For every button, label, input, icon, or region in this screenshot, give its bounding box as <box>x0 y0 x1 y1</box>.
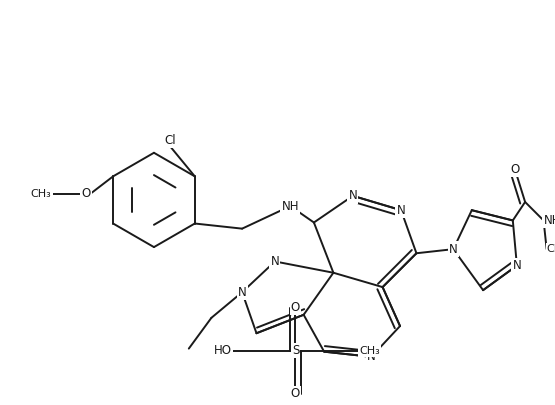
Text: O: O <box>510 163 519 176</box>
Text: CH₃: CH₃ <box>359 345 380 356</box>
Text: CH₃: CH₃ <box>31 189 52 199</box>
Text: N: N <box>512 259 521 272</box>
Text: O: O <box>291 301 300 314</box>
Text: N: N <box>270 255 279 268</box>
Text: Cl: Cl <box>164 134 176 147</box>
Text: N: N <box>238 286 246 299</box>
Text: O: O <box>291 387 300 400</box>
Text: N: N <box>449 243 458 256</box>
Text: S: S <box>292 344 299 357</box>
Text: NH: NH <box>281 200 299 213</box>
Text: N: N <box>367 350 376 363</box>
Text: NH: NH <box>543 214 555 227</box>
Text: HO: HO <box>214 344 232 357</box>
Text: CH₃: CH₃ <box>547 244 555 254</box>
Text: N: N <box>397 204 405 217</box>
Text: N: N <box>349 189 357 202</box>
Text: O: O <box>81 187 90 200</box>
